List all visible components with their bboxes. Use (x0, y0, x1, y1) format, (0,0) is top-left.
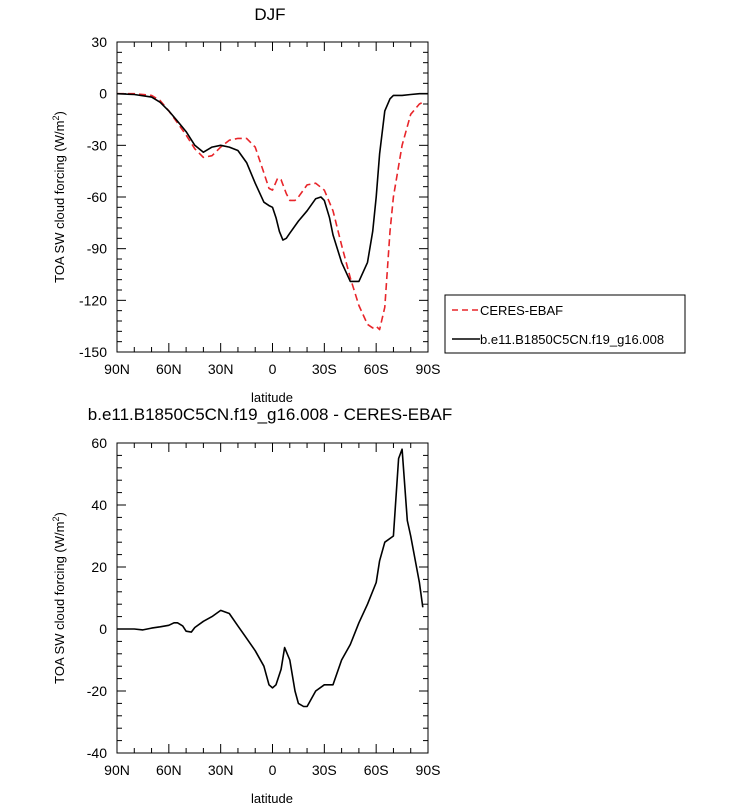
y-tick-label: 0 (99, 621, 107, 637)
x-tick-label: 60S (364, 762, 389, 778)
series-lines (117, 448, 424, 708)
y-tick-label: 40 (91, 497, 107, 513)
y-tick-label: 30 (91, 34, 107, 50)
axis-ticks: 90N 60N 30N 0 30S 60S 90S 30 0 -30 -60 -90 -120 -150 (79, 34, 440, 377)
x-tick-label: 60N (156, 361, 182, 377)
x-tick-label: 30N (208, 762, 234, 778)
chart-title: DJF (254, 5, 285, 24)
plot-frame (116, 41, 429, 353)
x-tick-label: 60N (156, 762, 182, 778)
y-tick-label: -30 (87, 137, 107, 153)
chart-panel-djf: DJF 90N 60N 30N 0 30S 60S 90S 30 0 -30 -60 -90 -120 -… (51, 5, 686, 405)
legend-label-ceres: CERES-EBAF (480, 303, 563, 318)
legend: CERES-EBAF b.e11.B1850C5CN.f19_g16.008 (444, 294, 686, 354)
plot-frame (116, 442, 429, 754)
y-tick-label: -40 (87, 745, 107, 761)
chart-title: b.e11.B1850C5CN.f19_g16.008 - CERES-EBAF (88, 405, 452, 424)
y-tick-label: -150 (79, 344, 107, 360)
y-tick-label: 60 (91, 435, 107, 451)
x-tick-label: 0 (269, 361, 277, 377)
x-tick-label: 90N (104, 361, 130, 377)
y-axis-label: TOA SW cloud forcing (W/m2) (51, 512, 67, 684)
chart-panel-difference: b.e11.B1850C5CN.f19_g16.008 - CERES-EBAF… (51, 405, 452, 806)
x-axis-label: latitude (251, 390, 293, 405)
x-tick-label: 90N (104, 762, 130, 778)
x-tick-label: 90S (416, 762, 441, 778)
x-tick-label: 90S (416, 361, 441, 377)
series-line-0 (117, 92, 424, 331)
y-tick-label: -120 (79, 292, 107, 308)
legend-label-model: b.e11.B1850C5CN.f19_g16.008 (480, 332, 664, 347)
y-tick-label: 20 (91, 559, 107, 575)
x-tick-label: 30S (312, 762, 337, 778)
y-axis-label: TOA SW cloud forcing (W/m2) (51, 111, 67, 283)
x-axis-label: latitude (251, 791, 293, 806)
x-tick-label: 30S (312, 361, 337, 377)
x-tick-label: 0 (269, 762, 277, 778)
y-tick-label: -20 (87, 683, 107, 699)
series-lines (116, 92, 428, 331)
axis-ticks: 90N 60N 30N 0 30S 60S 90S 60 40 20 0 -20 -40 (87, 435, 441, 778)
x-tick-label: 60S (364, 361, 389, 377)
y-tick-label: -60 (87, 189, 107, 205)
x-tick-label: 30N (208, 361, 234, 377)
series-line-0 (117, 448, 424, 708)
y-tick-label: 0 (99, 86, 107, 102)
legend-frame (444, 294, 686, 354)
y-tick-label: -90 (87, 241, 107, 257)
series-line-1 (116, 92, 428, 283)
